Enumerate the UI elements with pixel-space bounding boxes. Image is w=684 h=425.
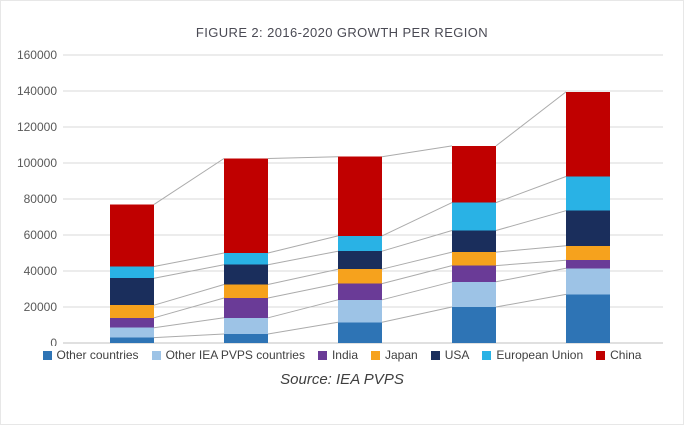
source-caption: Source: IEA PVPS — [280, 371, 404, 388]
series-connector-line — [267, 283, 339, 299]
series-connector-line — [381, 306, 453, 323]
series-connector-line — [381, 265, 453, 285]
series-connector-line — [267, 299, 339, 319]
legend-swatch-icon — [596, 350, 606, 360]
legend-label: Japan — [385, 348, 418, 362]
series-connector-line — [267, 156, 339, 159]
bar-2018-usa — [338, 251, 382, 270]
series-connector-line — [381, 145, 453, 158]
legend-item-european-union: European Union — [482, 348, 583, 362]
series-connector-line — [495, 293, 567, 308]
bar-2019-other-iea-pvps-countries — [452, 281, 496, 307]
legend-item-japan: Japan — [371, 348, 418, 362]
bar-2019-other-countries — [452, 307, 496, 343]
legend-item-usa: USA — [430, 348, 470, 362]
series-connector-line — [495, 267, 567, 283]
bar-2018-china — [338, 156, 382, 236]
series-connector-line — [495, 176, 567, 204]
legend-swatch-icon — [371, 350, 380, 360]
bar-2017-usa — [224, 264, 268, 285]
bar-2016-other-iea-pvps-countries — [110, 327, 154, 338]
bar-2019-japan — [452, 252, 496, 266]
bar-2017-other-iea-pvps-countries — [224, 317, 268, 334]
bar-2020-japan — [566, 245, 610, 261]
y-tick-label: 140000 — [17, 84, 57, 98]
series-connector-line — [381, 281, 453, 301]
bar-2016-usa — [110, 278, 154, 306]
series-connector-line — [153, 284, 225, 306]
bar-2017-japan — [224, 284, 268, 298]
bar-2016-japan — [110, 305, 154, 318]
bar-2020-other-countries — [566, 294, 610, 343]
bar-2020-other-iea-pvps-countries — [566, 268, 610, 295]
bar-2016-india — [110, 317, 154, 328]
bar-2018-japan — [338, 269, 382, 284]
legend-label: European Union — [496, 348, 584, 362]
bar-2020-usa — [566, 210, 610, 246]
legend-swatch-icon — [151, 350, 161, 360]
y-tick-label: 0 — [50, 336, 57, 346]
y-tick-label: 20000 — [24, 300, 58, 314]
legend-label: Other countries — [56, 348, 139, 362]
bar-2019-usa — [452, 230, 496, 253]
series-connector-line — [495, 91, 567, 147]
bar-2017-china — [224, 158, 268, 253]
series-connector-line — [153, 333, 225, 339]
bar-2016-other-countries — [110, 337, 154, 343]
bar-2016-european-union — [110, 266, 154, 279]
y-tick-label: 40000 — [24, 264, 58, 278]
bar-2018-other-iea-pvps-countries — [338, 299, 382, 323]
legend-label: Other IEA PVPS countries — [165, 348, 305, 362]
legend-label: USA — [444, 348, 470, 362]
series-connector-line — [153, 264, 225, 279]
legend-label: China — [610, 348, 642, 362]
bar-2017-european-union — [224, 253, 268, 265]
series-connector-line — [153, 297, 225, 319]
bar-2017-other-countries — [224, 334, 268, 343]
legend-item-china: China — [596, 348, 641, 362]
bar-2018-india — [338, 283, 382, 300]
y-tick-label: 160000 — [17, 48, 57, 62]
series-connector-line — [267, 321, 339, 335]
series-connector-line — [153, 252, 225, 267]
series-connector-line — [495, 210, 567, 231]
series-connector-line — [153, 158, 225, 205]
series-connector-line — [267, 235, 339, 254]
bar-2019-european-union — [452, 202, 496, 231]
bar-2017-india — [224, 298, 268, 318]
series-connector-line — [495, 259, 567, 267]
bar-2020-european-union — [566, 176, 610, 211]
series-connector-line — [267, 250, 339, 266]
series-connector-line — [381, 251, 453, 270]
bar-2019-china — [452, 145, 496, 203]
bar-2019-india — [452, 265, 496, 282]
bar-2018-other-countries — [338, 322, 382, 343]
series-connector-line — [381, 230, 453, 252]
y-tick-label: 60000 — [24, 228, 58, 242]
legend-swatch-icon — [482, 350, 492, 360]
bar-2018-european-union — [338, 235, 382, 252]
y-tick-label: 80000 — [24, 192, 58, 206]
series-connector-line — [381, 202, 453, 237]
y-tick-label: 120000 — [17, 120, 57, 134]
chart-title: FIGURE 2: 2016-2020 GROWTH PER REGION — [195, 25, 489, 40]
bar-2020-china — [566, 91, 610, 177]
bar-2020-india — [566, 260, 610, 269]
legend-label: India — [331, 348, 358, 362]
bar-2016-china — [110, 204, 154, 267]
legend-item-other-iea-pvps-countries: Other IEA PVPS countries — [151, 348, 305, 362]
legend-swatch-icon — [317, 350, 327, 360]
legend: Other countries Other IEA PVPS countries I… — [1, 348, 683, 362]
series-connector-line — [495, 245, 567, 253]
y-tick-label: 100000 — [17, 156, 57, 170]
series-connector-line — [153, 317, 225, 329]
legend-item-other-countries: Other countries — [42, 348, 139, 362]
legend-item-india: India — [317, 348, 358, 362]
legend-swatch-icon — [42, 350, 52, 360]
legend-swatch-icon — [430, 350, 440, 360]
series-connector-line — [267, 268, 339, 285]
stacked-bar-chart: 0 20000 40000 60000 80000 100000 120000 140000 1… — [17, 48, 663, 346]
